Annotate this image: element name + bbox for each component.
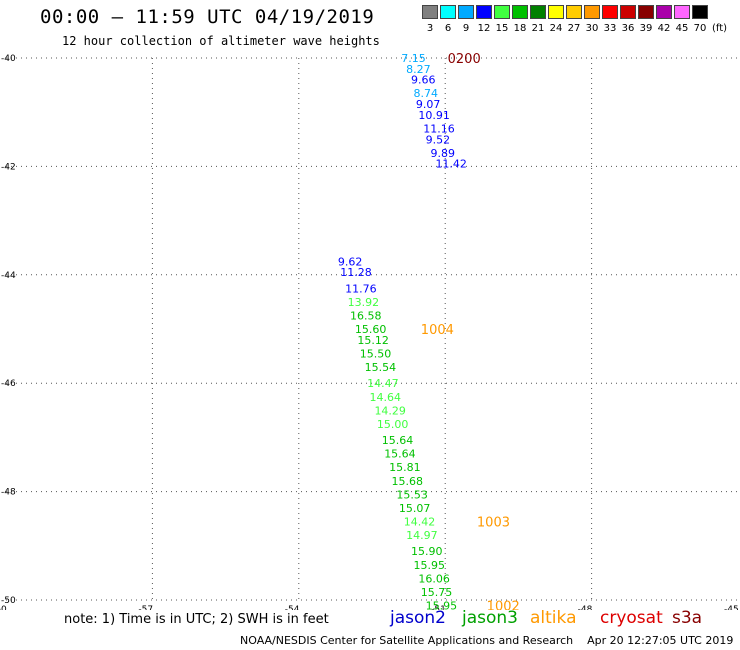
- colorbar-label: 39: [639, 23, 653, 34]
- colorbar-swatch: [548, 5, 564, 19]
- y-tick-label: -46: [1, 379, 16, 389]
- colorbar-label: 24: [549, 23, 563, 34]
- colorbar-swatch: [692, 5, 708, 19]
- wave-height-point: 14.29: [374, 404, 406, 417]
- wave-height-point: 15.95: [426, 599, 458, 610]
- wave-height-point: 11.16: [423, 122, 455, 135]
- satellite-jason3: jason3: [462, 608, 518, 628]
- satellite-cryosat: cryosat: [600, 608, 663, 628]
- colorbar-swatch: [494, 5, 510, 19]
- wave-height-point: 15.00: [377, 418, 409, 431]
- y-tick-label: -48: [1, 488, 16, 498]
- wave-height-point: 9.66: [411, 74, 436, 87]
- chart-title: 00:00 – 11:59 UTC 04/19/2019: [40, 6, 375, 28]
- colorbar-label: 15: [495, 23, 509, 34]
- wave-height-point: 15.64: [384, 448, 416, 461]
- wave-height-point: 9.89: [431, 147, 456, 160]
- time-label: 0200: [448, 52, 481, 67]
- wave-height-point: 9.52: [426, 133, 451, 146]
- colorbar-swatch: [530, 5, 546, 19]
- colorbar-label: 9: [462, 23, 470, 34]
- wave-height-point: 11.76: [345, 282, 377, 295]
- time-label: 1003: [477, 515, 510, 530]
- y-tick-label: -44: [1, 271, 16, 281]
- time-label: 1002: [487, 599, 520, 610]
- wave-height-point: 15.75: [421, 586, 453, 599]
- credit-line: NOAA/NESDIS Center for Satellite Applica…: [240, 634, 734, 647]
- colorbar-label: 27: [567, 23, 581, 34]
- colorbar-swatch: [476, 5, 492, 19]
- wave-height-point: 10.91: [418, 109, 450, 122]
- wave-height-point: 15.90: [411, 545, 443, 558]
- time-labels: 0200 1004 1003 1002: [421, 52, 520, 610]
- colorbar-unit: (ft): [712, 23, 728, 34]
- colorbar-label: 18: [513, 23, 527, 34]
- wave-height-labels: 7.158.279.668.749.0710.9111.169.529.8911…: [338, 52, 467, 610]
- colorbar-label: 21: [531, 23, 545, 34]
- wave-height-point: 15.54: [365, 361, 397, 374]
- colorbar-swatch: [440, 5, 456, 19]
- grid-lines: [6, 57, 738, 601]
- wave-height-point: 14.97: [406, 529, 438, 542]
- colorbar-label: 36: [621, 23, 635, 34]
- wave-height-point: 14.47: [367, 377, 399, 390]
- y-tick-label: -40: [1, 54, 16, 64]
- colorbar-swatch: [602, 5, 618, 19]
- wave-height-point: 14.64: [370, 391, 402, 404]
- wave-height-point: 15.53: [396, 488, 428, 501]
- colorbar-label: 33: [603, 23, 617, 34]
- colorbar-label: 6: [444, 23, 452, 34]
- satellite-jason2: jason2: [390, 608, 446, 628]
- altimeter-plot: -60 -57 -54 -51 -48 -45 -40 -42 -44 -46 -48 -50 7.1…: [0, 52, 739, 610]
- wave-height-point: 15.07: [399, 502, 431, 515]
- wave-height-point: 16.58: [350, 309, 382, 322]
- x-tick-label: -57: [138, 605, 153, 610]
- wave-height-point: 8.74: [413, 87, 438, 100]
- wave-height-point: 14.42: [404, 515, 436, 528]
- wave-height-point: 7.15: [401, 52, 426, 65]
- wave-height-point: 15.81: [389, 461, 421, 474]
- wave-height-point: 8.27: [406, 63, 431, 76]
- wave-height-point: 15.60: [355, 323, 387, 336]
- colorbar-label: 70: [693, 23, 707, 34]
- wave-height-point: 15.68: [392, 475, 424, 488]
- colorbar-swatch: [656, 5, 672, 19]
- colorbar-label: 30: [585, 23, 599, 34]
- time-label: 1004: [421, 323, 454, 338]
- wave-height-point: 13.92: [348, 296, 380, 309]
- colorbar-swatch: [620, 5, 636, 19]
- colorbar-swatch: [566, 5, 582, 19]
- x-tick-label: -48: [578, 605, 593, 610]
- colorbar-label: 3: [426, 23, 434, 34]
- chart-subtitle: 12 hour collection of altimeter wave hei…: [62, 34, 380, 48]
- wave-height-point: 11.42: [435, 158, 467, 171]
- x-tick-label: -54: [285, 605, 300, 610]
- satellite-s3a: s3a: [672, 608, 703, 628]
- wave-height-point: 15.95: [413, 559, 445, 572]
- satellite-altika: altika: [530, 608, 577, 628]
- y-tick-label: -42: [1, 162, 16, 172]
- y-tick-label: -50: [1, 596, 16, 606]
- wave-height-point: 9.07: [416, 98, 441, 111]
- wave-height-point: 15.50: [360, 347, 392, 360]
- colorbar-swatch: [674, 5, 690, 19]
- colorbar-swatch: [638, 5, 654, 19]
- colorbar-label: 42: [657, 23, 671, 34]
- wave-height-point: 16.06: [418, 572, 450, 585]
- colorbar-swatch: [422, 5, 438, 19]
- colorbar-swatch: [458, 5, 474, 19]
- x-tick-label: -45: [724, 605, 739, 610]
- wave-height-point: 15.64: [382, 434, 414, 447]
- colorbar-label: 12: [477, 23, 491, 34]
- colorbar-label: 45: [675, 23, 689, 34]
- colorbar-swatch: [512, 5, 528, 19]
- wave-height-point: 9.62: [338, 255, 363, 268]
- colorbar-swatch: [584, 5, 600, 19]
- wave-height-point: 11.28: [340, 266, 372, 279]
- x-tick-label: -60: [0, 605, 7, 610]
- footer-note: note: 1) Time is in UTC; 2) SWH is in fe…: [64, 612, 329, 627]
- x-tick-label: -51: [431, 605, 446, 610]
- wave-height-point: 15.12: [357, 334, 389, 347]
- axis-ticks: -60 -57 -54 -51 -48 -45 -40 -42 -44 -46 -48 -50: [0, 54, 739, 610]
